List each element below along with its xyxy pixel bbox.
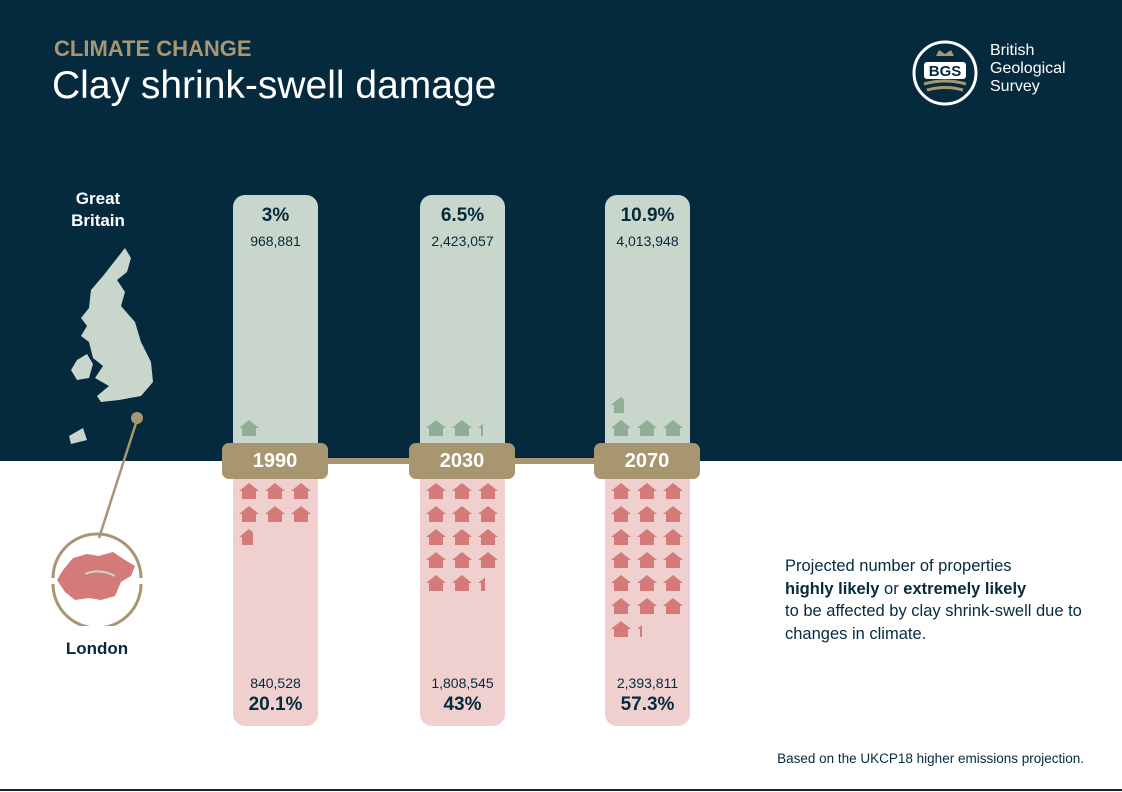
note-text: to be affected by clay shrink-swell due … — [785, 602, 1082, 643]
london-house-icon — [478, 551, 498, 569]
logo-line-3: Survey — [990, 78, 1040, 95]
london-house-icon — [291, 482, 311, 500]
london-count-label: 1,808,545 — [431, 675, 494, 691]
london-house-icon — [663, 505, 683, 523]
gb-house-icon — [611, 419, 631, 437]
legend-note: Projected number of properties highly li… — [785, 555, 1085, 645]
gb-percent-label: 3% — [261, 205, 290, 226]
gb-count-label: 968,881 — [250, 233, 301, 249]
logo-line-1: British — [990, 42, 1035, 59]
london-house-icon — [426, 574, 446, 592]
london-column — [233, 460, 318, 726]
london-house-icon — [637, 574, 657, 592]
note-bold-extremely: extremely likely — [903, 579, 1027, 598]
london-label: London — [65, 639, 129, 658]
london-house-icon — [265, 482, 285, 500]
london-house-icon — [611, 574, 631, 592]
london-house-icon — [426, 482, 446, 500]
london-house-icon — [663, 597, 683, 615]
note-text: Projected number of properties — [785, 557, 1012, 575]
london-house-icon — [611, 551, 631, 569]
gb-column — [420, 195, 505, 465]
divider — [0, 789, 1122, 791]
note-text: or — [879, 579, 904, 598]
gb-house-icon — [637, 419, 657, 437]
london-house-icon — [291, 505, 311, 523]
london-percent-label: 43% — [443, 694, 482, 715]
london-column — [605, 460, 690, 726]
london-house-icon — [637, 620, 642, 638]
london-house-icon — [426, 551, 446, 569]
svg-text:BGS: BGS — [929, 63, 962, 80]
gb-column — [233, 195, 318, 465]
gb-house-icon — [611, 396, 624, 414]
source-note: Based on the UKCP18 higher emissions pro… — [777, 751, 1084, 766]
london-house-icon — [663, 551, 683, 569]
london-percent-label: 57.3% — [620, 694, 675, 715]
london-count-label: 840,528 — [250, 675, 301, 691]
year-badge-1990: 1990 — [222, 443, 328, 479]
london-house-icon — [452, 505, 472, 523]
london-house-icon — [637, 482, 657, 500]
london-house-icon — [611, 482, 631, 500]
london-house-icon — [637, 505, 657, 523]
london-house-icon — [426, 528, 446, 546]
london-house-icon — [239, 482, 259, 500]
timeline-connector — [325, 458, 415, 464]
bgs-logo: BGS British Geological Survey — [910, 38, 1090, 108]
london-house-icon — [265, 505, 285, 523]
london-house-icon — [452, 482, 472, 500]
london-house-icon — [239, 528, 253, 546]
gb-house-icon — [663, 419, 683, 437]
kicker: CLIMATE CHANGE — [54, 36, 252, 61]
gb-count-label: 2,423,057 — [431, 233, 494, 249]
london-column — [420, 460, 505, 726]
gb-percent-label: 10.9% — [620, 205, 675, 226]
london-house-icon — [478, 482, 498, 500]
london-house-icon — [663, 528, 683, 546]
london-house-icon — [478, 528, 498, 546]
gb-map-icon — [69, 248, 153, 539]
gb-percent-label: 6.5% — [440, 205, 485, 226]
london-house-icon — [478, 505, 498, 523]
note-bold-highly: highly likely — [785, 579, 880, 598]
bgs-logo-icon: BGS — [912, 40, 978, 106]
london-house-icon — [426, 505, 446, 523]
london-house-icon — [611, 597, 631, 615]
london-house-icon — [478, 574, 485, 592]
london-house-icon — [452, 574, 472, 592]
london-house-icon — [611, 528, 631, 546]
london-house-icon — [663, 574, 683, 592]
london-percent-label: 20.1% — [248, 694, 303, 715]
london-house-icon — [239, 505, 259, 523]
gb-label: Great Britain — [71, 189, 125, 230]
gb-house-icon — [478, 419, 483, 437]
london-house-icon — [452, 528, 472, 546]
london-house-icon — [637, 528, 657, 546]
year-badge-2030: 2030 — [409, 443, 515, 479]
london-house-icon — [611, 620, 631, 638]
london-house-icon — [637, 551, 657, 569]
london-count-label: 2,393,811 — [616, 675, 679, 691]
timeline-connector — [512, 458, 602, 464]
gb-column — [605, 195, 690, 465]
logo-line-2: Geological — [990, 60, 1066, 77]
gb-house-icon — [239, 419, 259, 437]
gb-count-label: 4,013,948 — [616, 233, 679, 249]
london-house-icon — [663, 482, 683, 500]
london-house-icon — [637, 597, 657, 615]
gb-house-icon — [426, 419, 446, 437]
gb-house-icon — [452, 419, 472, 437]
page-title: Clay shrink-swell damage — [52, 64, 497, 107]
year-badge-2070: 2070 — [594, 443, 700, 479]
london-house-icon — [452, 551, 472, 569]
london-map-icon — [51, 532, 143, 626]
london-house-icon — [611, 505, 631, 523]
